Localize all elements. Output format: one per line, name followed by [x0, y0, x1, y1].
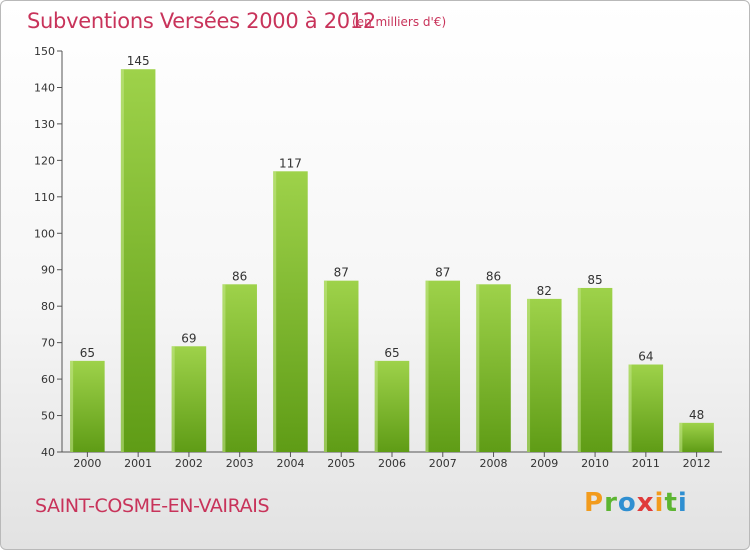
bar-value-label: 69 [181, 331, 196, 345]
y-tick-label: 80 [41, 300, 55, 313]
bar [171, 346, 207, 452]
y-ticks: 40 50 60 70 80 90 100 110 120 130 140 150 [34, 45, 62, 459]
commune-name: SAINT-COSME-EN-VAIRAIS [35, 495, 270, 517]
y-tick-label: 100 [34, 227, 55, 240]
logo-letter: t [664, 488, 678, 518]
x-tick-label: 2010 [581, 457, 609, 470]
x-tick-label: 2001 [124, 457, 152, 470]
bar-highlight [425, 280, 429, 452]
bars: 65 145 69 86 117 87 65 87 86 82 85 64 48 [70, 54, 714, 453]
proxiti-logo: Proxiti [584, 488, 688, 518]
bar-highlight [527, 298, 531, 452]
logo-letter: i [677, 488, 688, 518]
bar-highlight [171, 346, 175, 452]
y-tick-label: 90 [41, 264, 55, 277]
bar-value-label: 48 [689, 408, 704, 422]
bar [323, 280, 359, 452]
y-tick-label: 120 [34, 154, 55, 167]
bar-value-label: 82 [537, 284, 552, 298]
bar-value-label: 145 [127, 54, 150, 68]
chart-unit: (en milliers d'€) [352, 15, 447, 29]
x-tick-label: 2003 [226, 457, 254, 470]
bar-highlight [577, 287, 581, 452]
x-tick-label: 2000 [73, 457, 101, 470]
bar-value-label: 64 [638, 350, 653, 364]
bar [425, 280, 461, 452]
bar-highlight [323, 280, 327, 452]
x-tick-label: 2006 [378, 457, 406, 470]
y-tick-label: 60 [41, 373, 55, 386]
bar-highlight [374, 360, 378, 452]
bar-highlight [70, 360, 74, 452]
bar [527, 298, 562, 452]
y-tick-label: 70 [41, 337, 55, 350]
bar [628, 364, 664, 452]
bar [222, 284, 257, 452]
x-tick-label: 2002 [175, 457, 203, 470]
x-tick-label: 2008 [480, 457, 508, 470]
y-tick-label: 110 [34, 191, 55, 204]
bar-value-label: 86 [486, 269, 501, 283]
bar-highlight [120, 69, 124, 453]
logo-letter: o [617, 488, 637, 518]
bar-value-label: 117 [279, 156, 302, 170]
logo-letter: x [636, 488, 655, 518]
bar [374, 360, 410, 452]
bar-highlight [476, 284, 480, 452]
bar [476, 284, 511, 452]
logo-letter: i [654, 488, 665, 518]
x-tick-label: 2007 [429, 457, 457, 470]
logo-letter: P [584, 488, 605, 518]
x-tick-label: 2009 [530, 457, 558, 470]
y-tick-label: 50 [41, 410, 55, 423]
x-tick-label: 2012 [683, 457, 711, 470]
bar-value-label: 86 [232, 269, 247, 283]
bar-value-label: 65 [384, 346, 399, 360]
y-tick-label: 130 [34, 118, 55, 131]
bar [273, 171, 308, 453]
x-tick-label: 2005 [327, 457, 355, 470]
bar-value-label: 87 [435, 266, 450, 280]
bar-highlight [679, 422, 683, 452]
bar [120, 69, 156, 453]
bar [679, 422, 714, 452]
bar [70, 360, 105, 452]
bar-highlight [222, 284, 226, 452]
bar-value-label: 85 [587, 273, 602, 287]
x-ticks: 2000 2001 2002 2003 2004 2005 2006 2007 2008 2009… [73, 452, 711, 470]
bar-value-label: 65 [80, 346, 95, 360]
y-tick-label: 150 [34, 45, 55, 58]
x-tick-label: 2011 [632, 457, 660, 470]
bar-highlight [628, 364, 632, 452]
bar [577, 287, 613, 452]
bar-value-label: 87 [334, 266, 349, 280]
bar-highlight [273, 171, 277, 453]
y-tick-label: 40 [41, 446, 55, 459]
logo-letter: r [604, 488, 618, 518]
y-tick-label: 140 [34, 81, 55, 94]
x-tick-label: 2004 [276, 457, 304, 470]
chart-title: Subventions Versées 2000 à 2012 [27, 9, 376, 33]
